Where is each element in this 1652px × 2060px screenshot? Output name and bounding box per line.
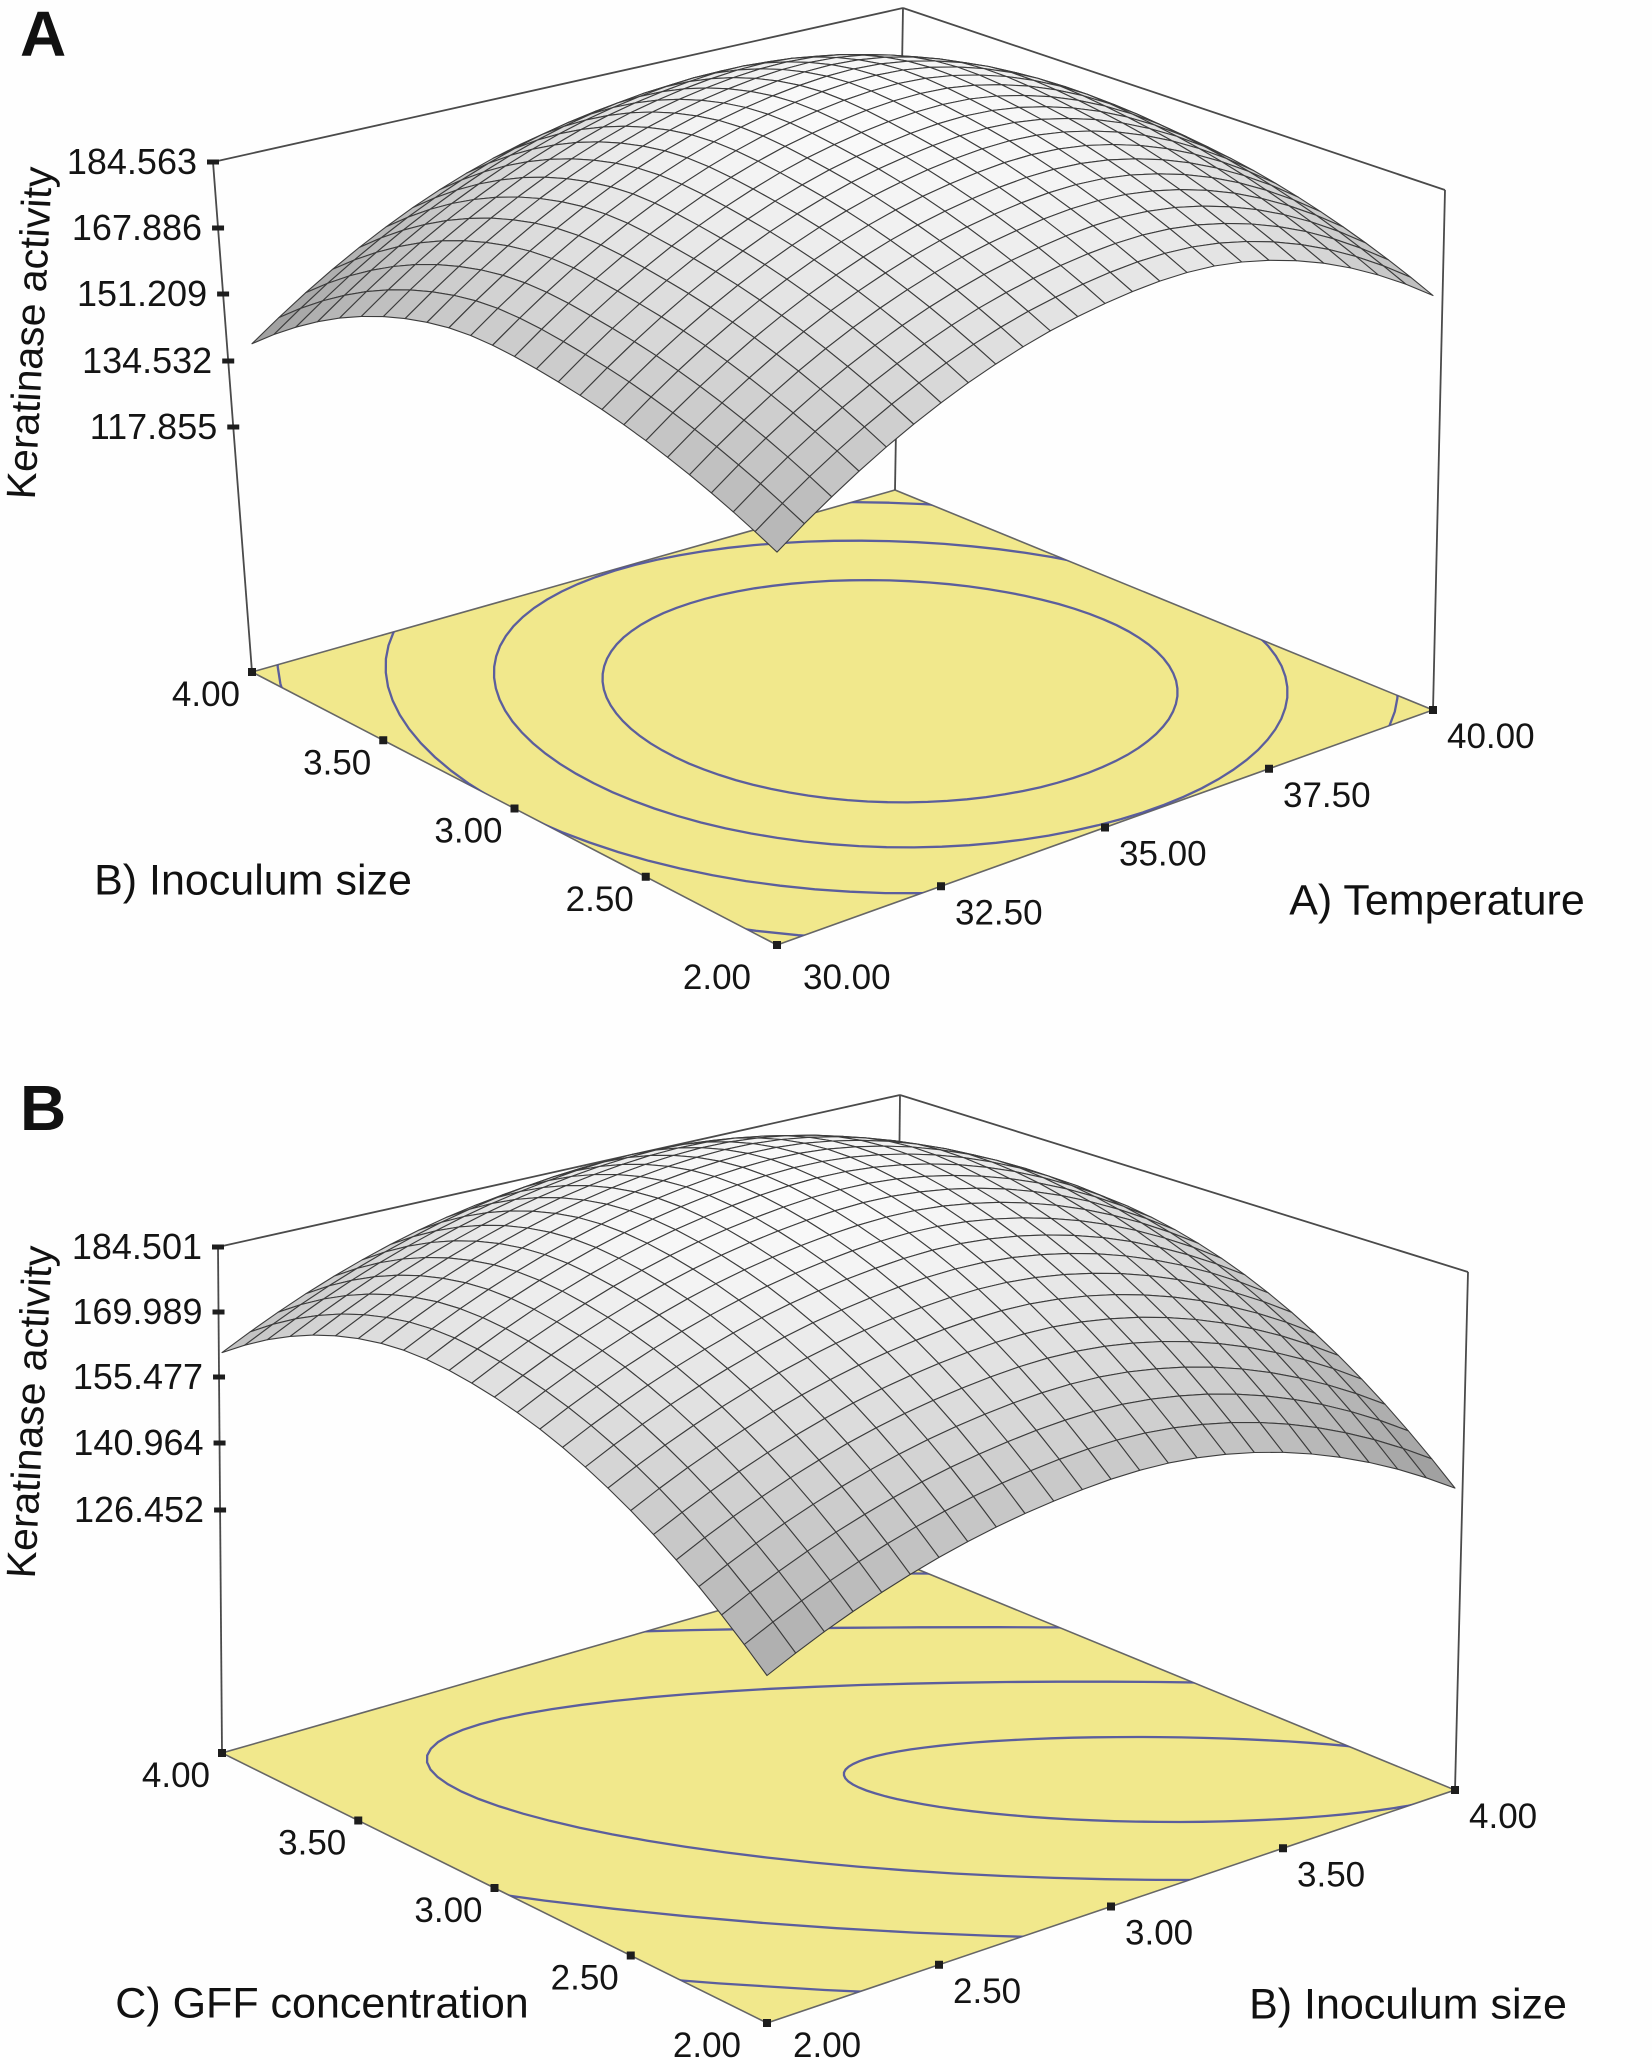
z-tick-mark	[207, 159, 219, 165]
z-tick-mark	[212, 1244, 224, 1250]
z-tick-label: 155.477	[73, 1356, 203, 1397]
floor-axis-ticks: 2.00 2.50 3.00 3.50 4.00 30.00 32.50 35.00 37.50…	[172, 668, 1535, 997]
z-tick-label: 140.964	[73, 1422, 203, 1463]
contour-line	[842, 1735, 1455, 1824]
z-tick-label: 184.501	[72, 1226, 202, 1267]
right-axis-tick-label: 30.00	[803, 958, 891, 997]
left-axis-tick-label: 2.00	[683, 958, 751, 997]
panel-b: 126.452140.964155.477169.989184.5012.002…	[72, 1094, 1537, 2060]
left-axis-tick-label: 2.50	[551, 1959, 619, 1998]
left-axis-tick-label: 4.00	[172, 675, 240, 714]
contour-floor	[249, 489, 1436, 946]
z-tick-label: 184.563	[67, 141, 197, 182]
left-axis-tick-label: 3.50	[278, 1824, 346, 1863]
left-axis-tick-label: 2.50	[566, 880, 634, 919]
contour-line	[425, 1680, 1455, 1882]
right-axis-tick-label: 3.50	[1297, 1855, 1365, 1894]
z-axis: 126.452 140.964 155.477 169.989 184.501	[72, 1226, 227, 1530]
left-axis-tick-label: 3.00	[434, 812, 502, 851]
axis-frame	[212, 7, 1446, 711]
left-axis-tick-label: 4.00	[142, 1756, 210, 1795]
contour-line	[492, 539, 1289, 849]
contour-line	[601, 578, 1179, 804]
right-axis-tick-label: 37.50	[1283, 776, 1371, 815]
z-tick-mark	[212, 225, 225, 231]
z-tick-label: 126.452	[74, 1489, 204, 1530]
z-axis: 117.855 134.532 151.209 167.886 184.563	[67, 141, 240, 447]
z-tick-label: 167.886	[72, 207, 202, 248]
z-tick-label: 134.532	[82, 340, 212, 381]
left-axis-tick-label: 3.00	[414, 1891, 482, 1930]
right-axis-tick-label: 32.50	[955, 893, 1043, 932]
z-tick-mark	[213, 1374, 226, 1380]
z-tick-mark	[227, 424, 240, 430]
panel-a-letter: A	[20, 0, 67, 70]
surface-mesh	[221, 1134, 1456, 1677]
panel-b-right-axis-title: B) Inoculum size	[1249, 1980, 1567, 2029]
panel-a-right-axis-title: A) Temperature	[1289, 876, 1585, 925]
z-tick-label: 117.855	[90, 406, 217, 447]
z-tick-mark	[222, 358, 235, 364]
z-tick-mark	[213, 1440, 226, 1446]
z-tick-mark	[217, 291, 230, 297]
left-axis-tick-label: 2.00	[673, 2026, 741, 2060]
contour-floor	[219, 1559, 1458, 2024]
right-axis-tick-label: 3.00	[1125, 1914, 1193, 1953]
right-axis-tick-label: 35.00	[1119, 835, 1207, 874]
z-tick-mark	[214, 1507, 227, 1513]
panel-b-left-axis-title: C) GFF concentration	[115, 1979, 529, 2028]
right-axis-tick-label: 4.00	[1469, 1797, 1537, 1836]
z-tick-mark	[212, 1309, 225, 1315]
panel-b-letter: B	[20, 1072, 67, 1144]
surface-mesh	[251, 54, 1434, 553]
right-axis-tick-label: 2.00	[793, 2026, 861, 2060]
right-axis-tick-label: 40.00	[1447, 717, 1535, 756]
panel-a-left-axis-title: B) Inoculum size	[94, 856, 412, 905]
left-axis-tick-label: 3.50	[303, 743, 371, 782]
floor-axis-ticks: 2.00 2.50 3.00 3.50 4.00 2.00 2.50 3.00 3.50 4.00	[142, 1749, 1537, 2060]
z-tick-label: 169.989	[72, 1291, 202, 1332]
right-axis-tick-label: 2.50	[953, 1972, 1021, 2011]
z-tick-label: 151.209	[77, 273, 207, 314]
